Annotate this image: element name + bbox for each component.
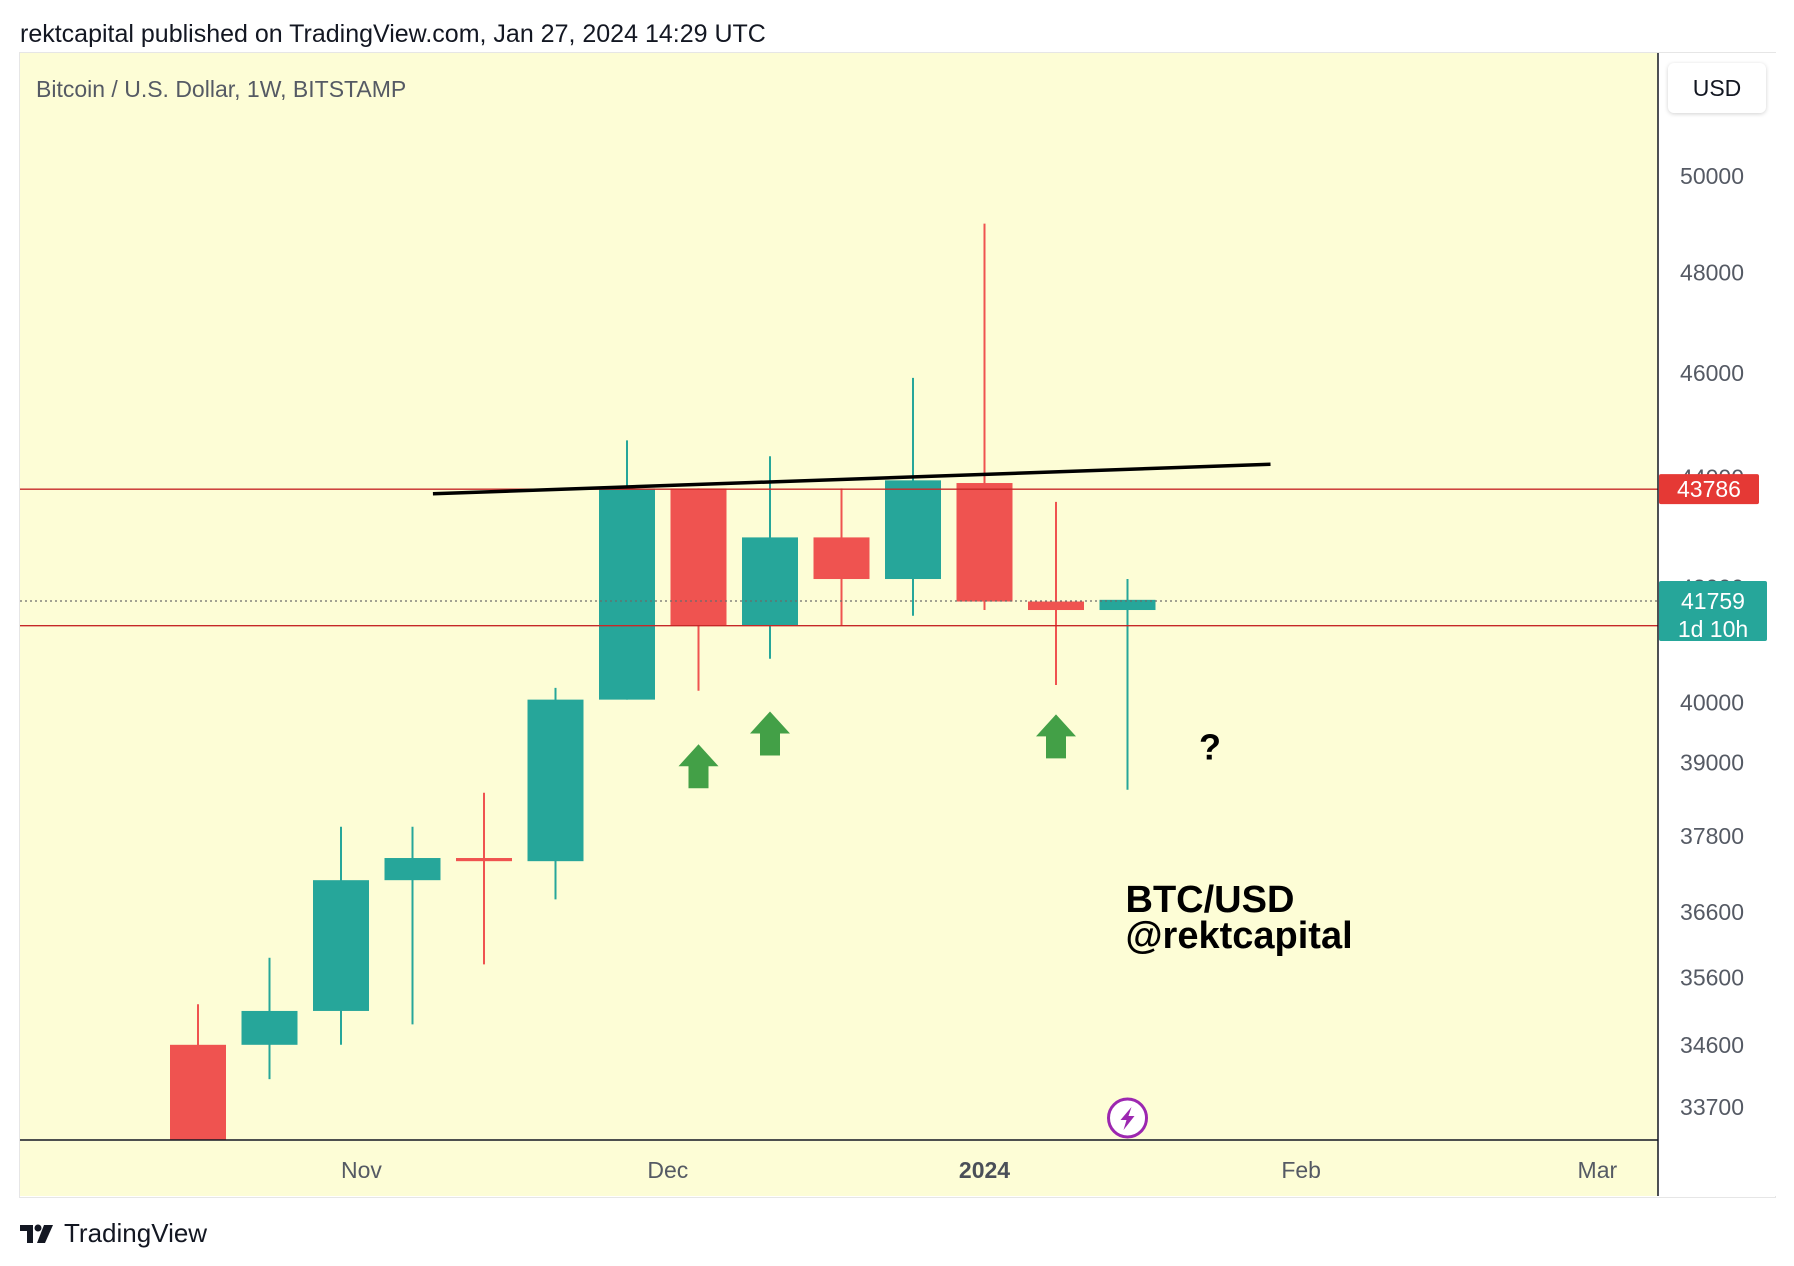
candle-body [1028,601,1084,611]
bar-countdown: 1d 10h [1678,616,1748,642]
price-tick-label: 46000 [1680,360,1744,386]
current-price-badge-bg [1659,581,1767,642]
candle-body [670,488,727,626]
price-tick-label: 48000 [1680,259,1744,285]
level-badge-bg [1659,474,1759,505]
price-tick-label: 39000 [1680,749,1744,775]
tradingview-logo-icon [20,1224,53,1243]
time-tick-label: Dec [647,1157,688,1183]
lightning-icon[interactable] [1107,1097,1148,1139]
symbol-title: Bitcoin / U.S. Dollar, 1W, BITSTAMP [36,76,407,102]
tradingview-logo[interactable]: TradingView [20,1218,207,1249]
candle-body [241,1010,298,1045]
up-arrow-icon[interactable] [1036,714,1076,759]
lightning-bolt [1120,1107,1135,1130]
up-arrow-icon[interactable] [678,744,719,789]
candle[interactable] [1099,579,1156,790]
candle[interactable] [670,488,727,691]
candle[interactable] [1028,501,1084,685]
time-tick-label: 2024 [959,1157,1010,1183]
candle[interactable] [170,1004,226,1140]
candle-body [599,488,655,700]
trendline[interactable] [432,462,1271,496]
plot-area [20,53,1658,1140]
candle[interactable] [813,488,870,626]
candle[interactable] [599,440,655,700]
annotation-text[interactable]: BTC/USD [1126,879,1295,921]
candle[interactable] [885,377,941,616]
price-tick-label: 34600 [1680,1032,1744,1058]
time-tick-label: Feb [1281,1157,1321,1183]
candle[interactable] [241,957,298,1080]
annotation-text[interactable]: @rektcapital [1126,915,1353,957]
candle[interactable] [384,826,441,1025]
price-tick-label: 40000 [1680,690,1744,716]
annotation-text[interactable]: ? [1199,726,1221,767]
time-axis-area [20,1140,1658,1196]
price-tick-label: 36600 [1680,899,1744,925]
candle[interactable] [456,792,512,965]
candle[interactable] [742,456,798,659]
price-tick-label: 37800 [1680,823,1744,849]
candle-body [813,537,870,580]
price-tick-label: 33700 [1680,1094,1744,1120]
level-badge: 43786 [1677,476,1741,502]
candle-body [170,1044,226,1140]
up-arrow-icon[interactable] [750,711,790,756]
candle[interactable] [313,826,369,1045]
candle-body [456,858,512,862]
price-tick-label: 50000 [1680,163,1744,189]
candle[interactable] [956,223,1013,611]
candle[interactable] [527,687,584,900]
candle-body [956,483,1013,602]
candle-body [885,480,941,580]
candle-body [384,858,441,881]
current-price-badge: 41759 [1681,588,1745,614]
currency-button[interactable]: USD [1668,63,1766,113]
candle-body [527,699,584,862]
time-tick-label: Mar [1578,1157,1618,1183]
time-tick-label: Nov [341,1157,382,1183]
candle-body [313,880,369,1011]
tradingview-brand-text: TradingView [64,1218,208,1248]
candle-body [1099,599,1156,611]
publish-attribution: rektcapital published on TradingView.com… [20,20,766,48]
price-tick-label: 35600 [1680,965,1744,991]
candle-body [742,537,798,626]
